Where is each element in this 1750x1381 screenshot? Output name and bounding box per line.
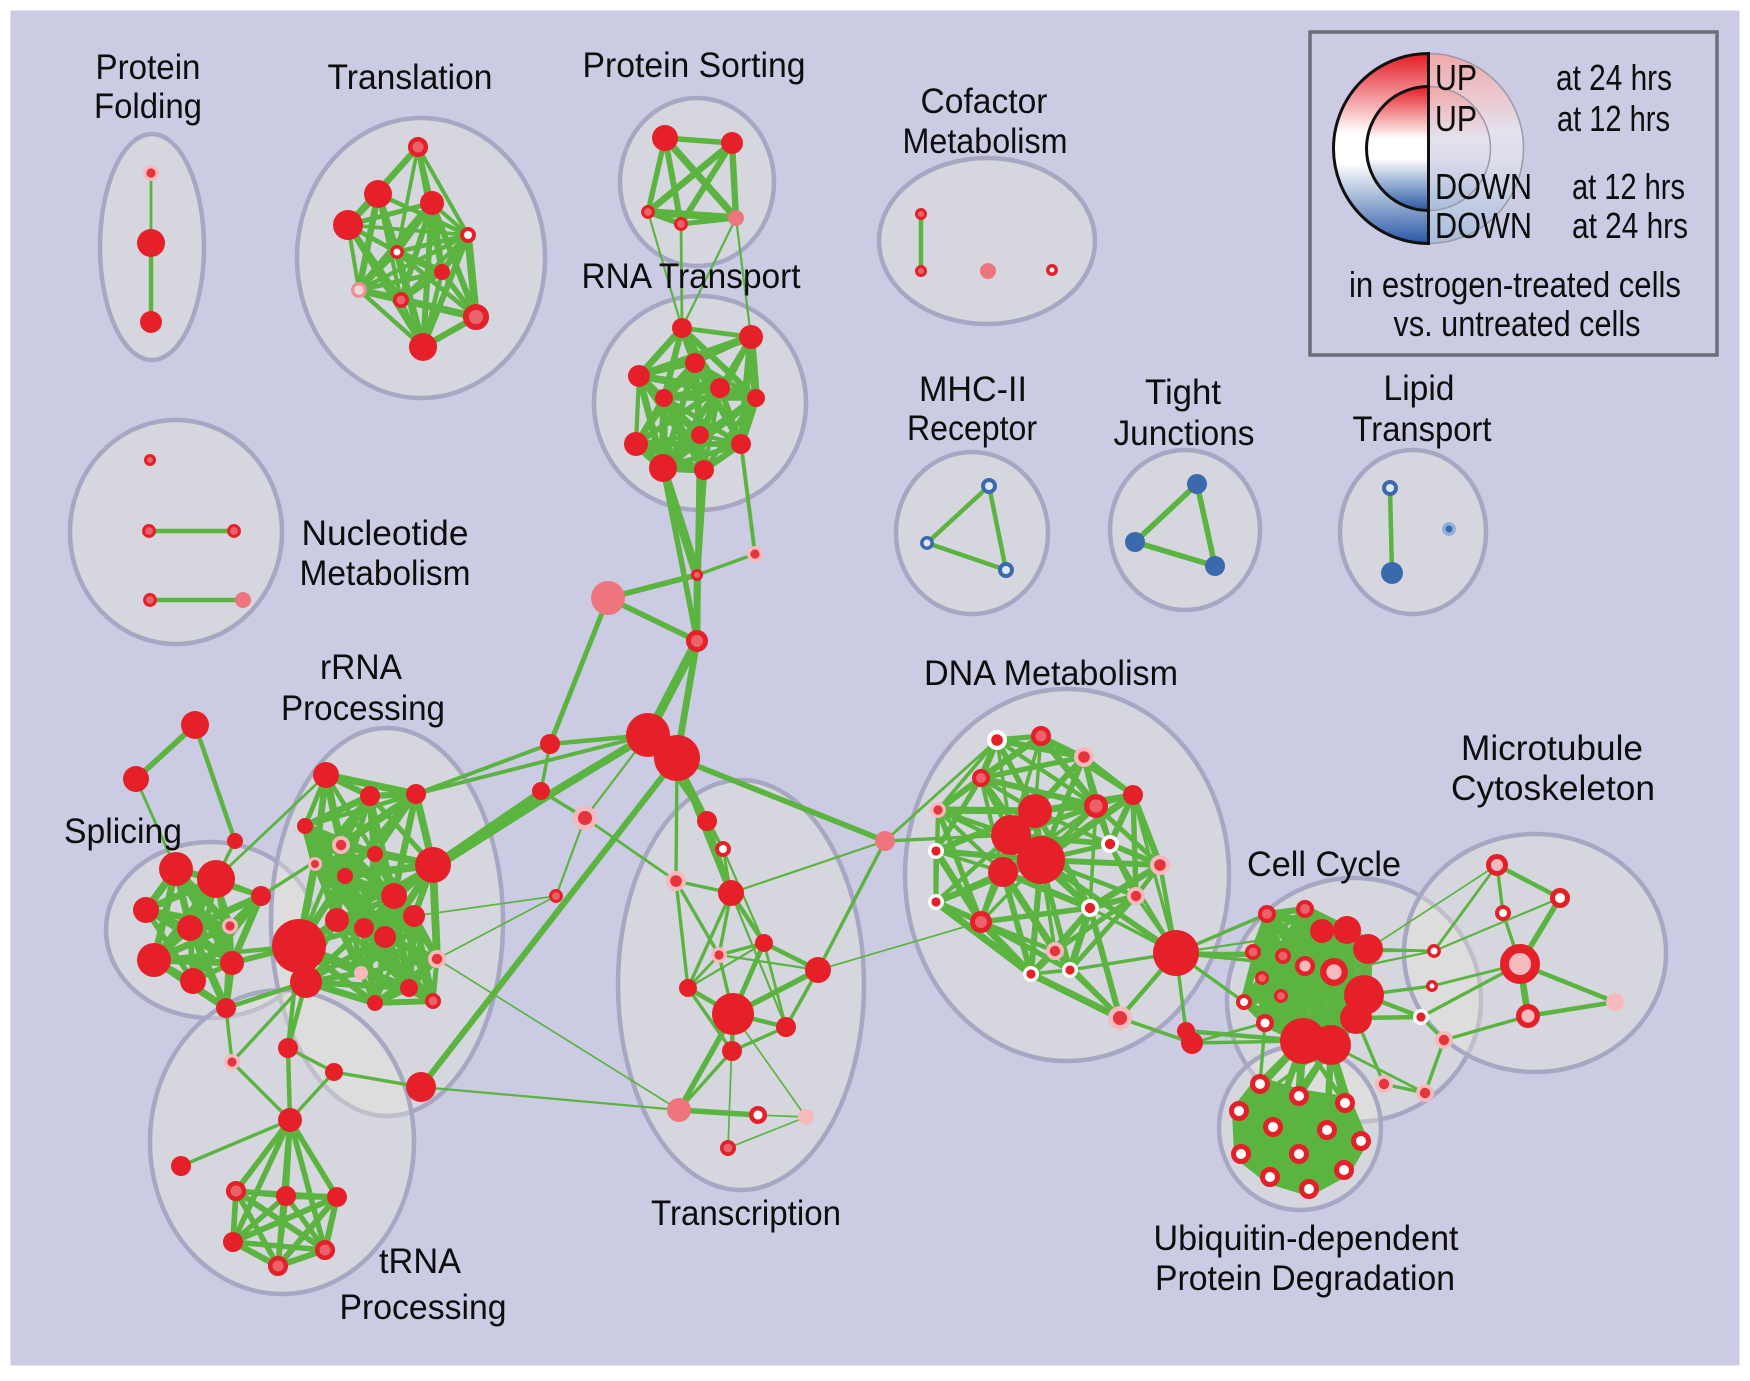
svg-text:UP: UP [1435,98,1477,139]
svg-text:Metabolism: Metabolism [903,122,1068,161]
svg-text:DNA Metabolism: DNA Metabolism [924,654,1178,693]
svg-text:Receptor: Receptor [907,409,1037,448]
svg-text:MHC-II: MHC-II [919,370,1027,409]
svg-text:Microtubule: Microtubule [1461,729,1643,768]
svg-text:rRNA: rRNA [320,648,403,687]
svg-text:Metabolism: Metabolism [300,554,471,593]
svg-text:Processing: Processing [340,1288,507,1327]
svg-text:Ubiquitin-dependent: Ubiquitin-dependent [1154,1219,1459,1258]
svg-text:Protein Degradation: Protein Degradation [1155,1259,1455,1298]
svg-text:UP: UP [1435,57,1477,98]
svg-text:Transcription: Transcription [651,1194,841,1233]
svg-text:Nucleotide: Nucleotide [302,514,469,553]
svg-text:tRNA: tRNA [379,1242,462,1281]
svg-text:at 24 hrs: at 24 hrs [1556,57,1672,98]
svg-text:Processing: Processing [281,689,445,728]
svg-text:Translation: Translation [328,58,493,97]
svg-text:Splicing: Splicing [64,812,182,851]
svg-text:vs. untreated cells: vs. untreated cells [1394,303,1641,344]
svg-text:RNA Transport: RNA Transport [582,257,801,296]
svg-text:Junctions: Junctions [1114,414,1255,453]
svg-text:DOWN: DOWN [1435,205,1532,246]
svg-text:Tight: Tight [1145,373,1221,412]
svg-text:at 12 hrs: at 12 hrs [1557,98,1670,139]
svg-text:Protein Sorting: Protein Sorting [583,46,806,85]
svg-text:Cofactor: Cofactor [921,82,1048,121]
svg-text:DOWN: DOWN [1435,166,1532,207]
svg-text:in estrogen-treated cells: in estrogen-treated cells [1349,264,1681,305]
svg-text:at 24 hrs: at 24 hrs [1572,205,1688,246]
svg-text:Lipid: Lipid [1384,369,1455,408]
svg-text:Transport: Transport [1353,410,1492,449]
svg-text:Protein: Protein [96,48,201,87]
svg-text:Cell Cycle: Cell Cycle [1247,845,1401,884]
svg-text:Folding: Folding [94,87,202,126]
svg-text:at 12 hrs: at 12 hrs [1572,166,1685,207]
svg-text:Cytoskeleton: Cytoskeleton [1451,769,1655,808]
